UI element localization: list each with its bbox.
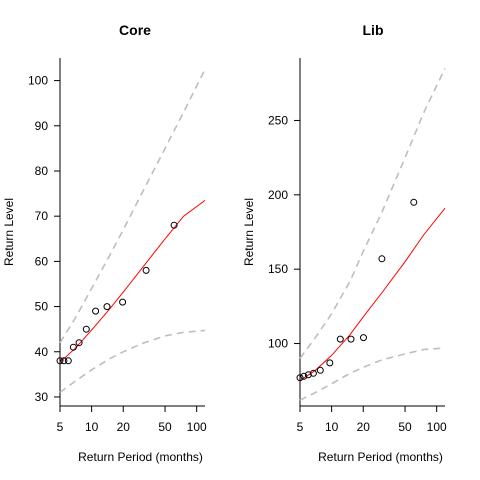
data-point <box>92 307 100 315</box>
data-point <box>410 198 418 206</box>
data-point <box>170 221 178 229</box>
y-tick-label: 80 <box>35 164 49 178</box>
data-point <box>103 303 111 311</box>
data-point <box>347 335 355 343</box>
x-axis-label: Return Period (months) <box>78 450 203 464</box>
data-point <box>296 374 304 382</box>
data-point <box>378 255 386 263</box>
data-point <box>336 335 344 343</box>
y-axis-label: Return Level <box>242 198 256 266</box>
data-point <box>56 357 64 365</box>
lib-panel: 100 150 200 250 5 10 20 50 100 Lib Return Period (… <box>242 22 447 464</box>
y-tick-label: 200 <box>268 188 288 202</box>
y-tick-label: 50 <box>35 300 49 314</box>
return-level-estimate-line <box>299 207 446 382</box>
x-tick-label: 100 <box>427 420 447 434</box>
y-tick-label: 70 <box>35 209 49 223</box>
y-axis-label: Return Level <box>2 198 16 266</box>
data-point <box>69 343 77 351</box>
x-tick-label: 5 <box>57 420 64 434</box>
panel-title: Core <box>119 22 151 38</box>
upper-confidence-line <box>59 68 206 344</box>
y-tick-label: 100 <box>28 74 48 88</box>
data-point <box>316 366 324 374</box>
x-tick-label: 10 <box>325 420 339 434</box>
data-point <box>64 357 72 365</box>
data-point <box>326 359 334 367</box>
y-tick-label: 100 <box>268 337 288 351</box>
data-point <box>309 369 317 377</box>
return-level-estimate-line <box>59 199 206 363</box>
x-tick-label: 5 <box>297 420 304 434</box>
x-tick-label: 50 <box>398 420 412 434</box>
data-point <box>75 339 83 347</box>
panel-title: Lib <box>363 22 384 38</box>
lower-confidence-line <box>59 329 206 394</box>
x-axis-label: Return Period (months) <box>318 450 443 464</box>
data-point <box>60 357 68 365</box>
x-tick-label: 20 <box>357 420 371 434</box>
y-tick-label: 150 <box>268 262 288 276</box>
data-point <box>300 372 308 380</box>
y-tick-label: 250 <box>268 113 288 127</box>
y-tick-label: 60 <box>35 254 49 268</box>
x-tick-label: 100 <box>187 420 207 434</box>
y-tick-label: 30 <box>35 390 49 404</box>
x-tick-label: 50 <box>158 420 172 434</box>
data-point <box>304 371 312 379</box>
data-point <box>142 266 150 274</box>
y-tick-label: 40 <box>35 345 49 359</box>
core-panel: 30 40 50 60 70 80 90 100 5 10 20 50 100 Core Return Pe… <box>2 22 207 464</box>
x-tick-label: 10 <box>85 420 99 434</box>
upper-confidence-line <box>299 68 446 359</box>
y-tick-label: 90 <box>35 119 49 133</box>
data-point <box>119 298 127 306</box>
data-point <box>360 334 367 342</box>
lower-confidence-line <box>299 347 446 401</box>
data-point <box>82 325 90 333</box>
x-tick-label: 20 <box>117 420 131 434</box>
